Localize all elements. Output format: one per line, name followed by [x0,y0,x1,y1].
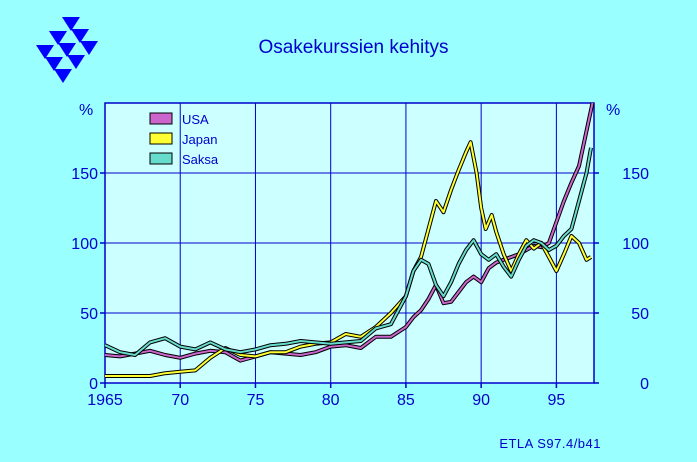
chart-title: Osakekurssien kehitys [258,37,449,58]
legend-swatch-japan [149,132,173,145]
y-tick-label-right: 100 [622,236,649,253]
source-credit: ETLA S97.4/b41 [499,436,601,451]
legend-label-japan: Japan [182,132,217,147]
y-tick-label-left: 0 [89,376,98,393]
y-tick-label-left: 50 [80,306,98,323]
legend-swatch-saksa [149,152,173,165]
y-axis-label-right: % [606,102,620,119]
x-tick-label: 70 [171,392,189,409]
legend-label-usa: USA [182,112,209,127]
legend-swatch-usa [149,112,173,125]
y-tick-label-left: 100 [71,236,98,253]
y-axis-label-left: % [79,102,93,119]
x-tick-label: 1965 [87,392,123,409]
series-lines [104,102,595,378]
x-tick-label: 80 [322,392,340,409]
etla-logo-icon [36,17,98,83]
x-tick-label: 95 [547,392,565,409]
y-tick-label-right: 50 [631,306,649,323]
y-tick-label-right: 150 [622,166,649,183]
legend-label-saksa: Saksa [182,152,219,167]
y-tick-label-right: 0 [640,376,649,393]
axes: 0 0 50 50 100 100 150 150 1965 70 75 80 85 90 95 [71,166,649,409]
y-tick-label-left: 150 [71,166,98,183]
x-tick-label: 75 [247,392,265,409]
grid [105,103,594,383]
series-line-saksa [104,147,592,356]
legend: USA Japan Saksa [149,112,219,167]
x-tick-label: 85 [397,392,415,409]
x-tick-label: 90 [472,392,490,409]
